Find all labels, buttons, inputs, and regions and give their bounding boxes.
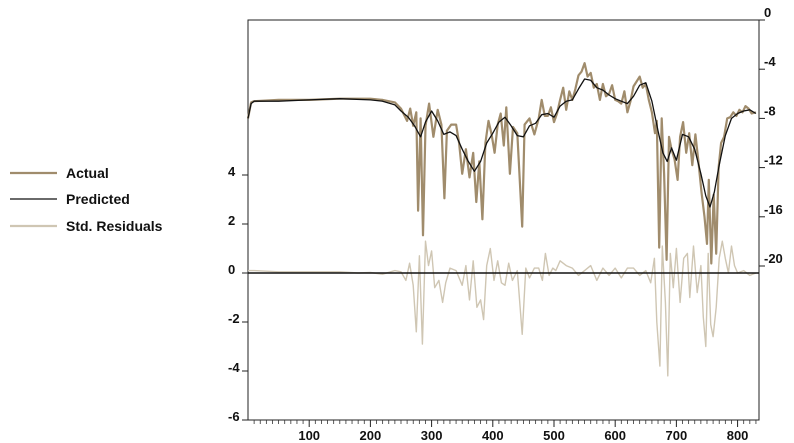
left-tick-label: 2: [228, 213, 235, 228]
right-tick-label: -20: [764, 251, 783, 266]
legend-label-actual: Actual: [66, 165, 109, 181]
legend-label-predicted: Predicted: [66, 191, 130, 207]
plot-frame: [247, 19, 760, 421]
x-tick-label: 800: [727, 428, 749, 443]
x-tick-label: 700: [666, 428, 688, 443]
series-line-actual: [246, 62, 757, 265]
left-tick-label: 4: [228, 164, 236, 179]
series-line-predicted: [247, 78, 757, 208]
x-tick-label: 400: [482, 428, 504, 443]
left-tick-label: 0: [228, 262, 235, 277]
right-tick-label: -16: [764, 202, 783, 217]
left-tick-label: -2: [228, 311, 240, 326]
left-tick-label: -6: [228, 409, 240, 424]
right-axis: 0 -4 -8 -12 -16 -20: [759, 5, 783, 267]
x-tick-label: 300: [421, 428, 443, 443]
x-tick-label: 600: [604, 428, 626, 443]
left-axis: 4 2 0 -2 -4 -6: [228, 164, 248, 424]
legend: Actual Predicted Std. Residuals: [10, 165, 163, 234]
legend-label-std-residuals: Std. Residuals: [66, 218, 163, 234]
right-tick-label: -8: [764, 103, 776, 118]
right-tick-label: -4: [764, 54, 776, 69]
x-tick-label: 500: [543, 428, 565, 443]
series-line-std-residuals: [248, 240, 757, 377]
right-tick-label: -12: [764, 153, 783, 168]
right-tick-label: 0: [764, 5, 771, 20]
x-tick-label: 100: [298, 428, 320, 443]
x-tick-label: 200: [360, 428, 382, 443]
left-tick-label: -4: [228, 360, 240, 375]
series-layer: [246, 62, 757, 377]
x-axis: 100 200 300 400 500 600 700 800: [253, 420, 757, 443]
